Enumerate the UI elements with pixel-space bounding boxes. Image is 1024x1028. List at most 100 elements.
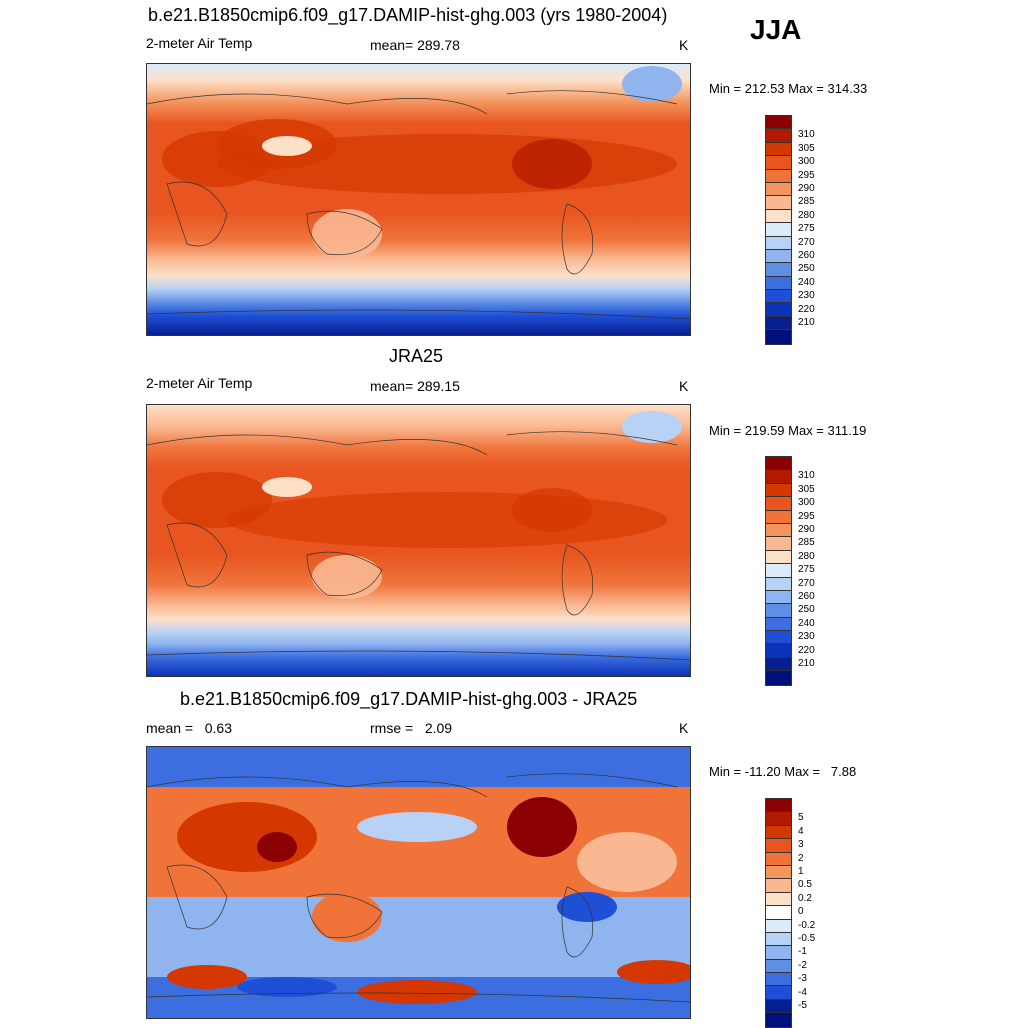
colorbar-swatch [766, 142, 791, 157]
colorbar-label: 280 [798, 550, 815, 562]
panel2-mean-label: mean= 289.15 [370, 378, 460, 394]
colorbar-swatch [766, 169, 791, 183]
colorbar-label: 300 [798, 156, 815, 168]
colorbar-label: 290 [798, 524, 815, 535]
colorbar-label: 310 [798, 129, 815, 141]
colorbar-swatch [766, 839, 791, 853]
panel2-map [146, 404, 691, 677]
colorbar-swatch [766, 799, 791, 813]
colorbar-label: 1 [798, 866, 804, 877]
colorbar-swatch [766, 657, 791, 672]
colorbar-swatch [766, 865, 791, 880]
colorbar-swatch [766, 523, 791, 538]
colorbar-swatch [766, 196, 791, 210]
panel3-map [146, 746, 691, 1019]
colorbar-swatch [766, 550, 791, 565]
panel2-colorbar [765, 456, 792, 686]
colorbar-swatch [766, 644, 791, 658]
colorbar-swatch [766, 303, 791, 317]
colorbar-swatch [766, 249, 791, 264]
colorbar-swatch [766, 276, 791, 291]
colorbar-swatch [766, 156, 791, 170]
colorbar-label: 210 [798, 317, 815, 328]
panel2-minmax: Min = 219.59 Max = 311.19 [709, 423, 867, 438]
colorbar-swatch [766, 671, 791, 685]
colorbar-swatch [766, 812, 791, 826]
colorbar-label: -3 [798, 973, 807, 985]
colorbar-swatch [766, 316, 791, 331]
panel1-variable-label: 2-meter Air Temp [146, 35, 253, 51]
colorbar-label: -5 [798, 1000, 807, 1011]
colorbar-label: 0.2 [798, 892, 812, 904]
colorbar-label: 270 [798, 577, 815, 589]
colorbar-label: 305 [798, 483, 815, 495]
colorbar-swatch [766, 209, 791, 224]
panel3-map-field [147, 747, 690, 1018]
colorbar-swatch [766, 932, 791, 947]
panel1-mean-label: mean= 289.78 [370, 37, 460, 53]
panel2-map-field [147, 405, 690, 676]
colorbar-label: 275 [798, 564, 815, 576]
colorbar-label: 295 [798, 510, 815, 522]
colorbar-swatch [766, 604, 791, 618]
panel3-units: K [679, 720, 689, 736]
colorbar-swatch [766, 537, 791, 551]
colorbar-swatch [766, 116, 791, 130]
colorbar-label: 280 [798, 209, 815, 221]
colorbar-swatch [766, 879, 791, 893]
colorbar-label: 260 [798, 250, 815, 261]
colorbar-label: 275 [798, 223, 815, 235]
colorbar-label: 250 [798, 263, 815, 275]
colorbar-label: 310 [798, 470, 815, 482]
panel1-colorbar [765, 115, 792, 345]
colorbar-label: 0.5 [798, 879, 812, 891]
panel1-map [146, 63, 691, 336]
colorbar-label: -1 [798, 946, 807, 958]
panel3-rmse-label: rmse = 2.09 [370, 720, 453, 736]
colorbar-swatch [766, 497, 791, 511]
colorbar-swatch [766, 483, 791, 498]
colorbar-swatch [766, 236, 791, 250]
panel1-map-field [147, 64, 690, 335]
panel2-title: JRA25 [389, 346, 444, 366]
colorbar-swatch [766, 852, 791, 866]
colorbar-label: 285 [798, 537, 815, 549]
panel3-title: b.e21.B1850cmip6.f09_g17.DAMIP-hist-ghg.… [180, 689, 638, 709]
colorbar-swatch [766, 959, 791, 974]
colorbar-label: 220 [798, 303, 815, 315]
colorbar-swatch [766, 999, 791, 1014]
colorbar-swatch [766, 129, 791, 143]
colorbar-label: -0.2 [798, 919, 816, 931]
colorbar-swatch [766, 906, 791, 920]
colorbar-swatch [766, 1013, 791, 1027]
colorbar-swatch [766, 457, 791, 471]
colorbar-label: 270 [798, 236, 815, 248]
colorbar-swatch [766, 577, 791, 591]
colorbar-label: 290 [798, 183, 815, 194]
panel1-title: b.e21.B1850cmip6.f09_g17.DAMIP-hist-ghg.… [148, 5, 668, 25]
colorbar-swatch [766, 617, 791, 632]
colorbar-label: -2 [798, 959, 807, 971]
colorbar-label: 240 [798, 276, 815, 288]
colorbar-label: 4 [798, 825, 804, 837]
panel3-mean-label: mean = 0.63 [146, 720, 233, 736]
colorbar-label: -4 [798, 986, 807, 998]
colorbar-label: 300 [798, 497, 815, 509]
panel3-minmax: Min = -11.20 Max = 7.88 [709, 764, 857, 779]
panel3-colorbar [765, 798, 792, 1028]
colorbar-swatch [766, 223, 791, 237]
colorbar-swatch [766, 590, 791, 605]
colorbar-label: 295 [798, 169, 815, 181]
panel1-units: K [679, 37, 689, 53]
colorbar-swatch [766, 973, 791, 987]
panel2-units: K [679, 378, 689, 394]
colorbar-label: 285 [798, 196, 815, 208]
colorbar-label: 3 [798, 839, 804, 851]
panel2-variable-label: 2-meter Air Temp [146, 375, 253, 391]
colorbar-label: 260 [798, 591, 815, 602]
colorbar-label: 230 [798, 631, 815, 643]
panel1-minmax: Min = 212.53 Max = 314.33 [709, 81, 868, 96]
colorbar-label: 230 [798, 290, 815, 302]
colorbar-swatch [766, 330, 791, 344]
colorbar-swatch [766, 470, 791, 484]
